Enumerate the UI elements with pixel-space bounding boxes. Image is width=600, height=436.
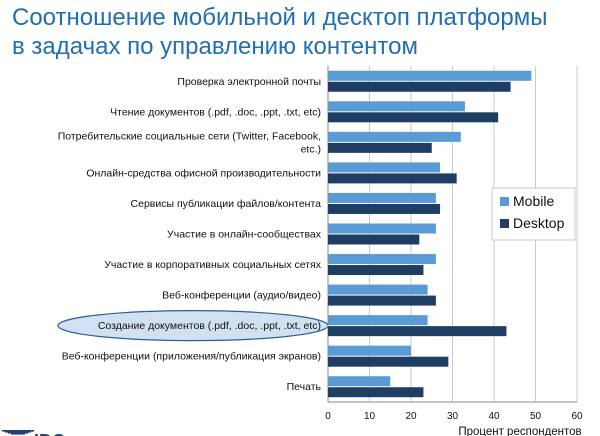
legend-swatch-desktop [500,219,509,228]
x-tick-label-2: 20 [405,411,417,422]
x-tick-label-1: 10 [364,411,376,422]
bar-mobile-4 [328,192,436,203]
idc-logo: IDC [2,430,65,436]
category-label-7: Веб-конференции (аудио/видео) [162,290,321,302]
x-tick-label-0: 0 [325,411,331,422]
x-tick-label-3: 30 [447,411,459,422]
logo-stripe-0 [2,430,34,432]
category-label-2-line-1: etc.) [301,143,321,155]
bar-mobile-9 [328,345,411,356]
category-label-5: Участие в онлайн-сообществах [167,229,322,241]
logo-stripe-3 [11,433,25,435]
bar-mobile-6 [328,254,436,265]
x-tick-label-5: 50 [530,411,542,422]
bar-mobile-7 [328,284,428,295]
bar-desktop-0 [328,81,511,92]
bar-mobile-3 [328,162,441,173]
x-tick-label-6: 60 [571,411,583,422]
logo-stripe-2 [8,432,28,434]
logo-text: IDC [34,431,65,436]
bar-desktop-2 [328,142,432,153]
bar-desktop-7 [328,295,436,306]
category-label-1: Чтение документов (.pdf, .doc, .ppt, .tx… [110,106,321,118]
slide-title-line-1: Соотношение мобильной и десктоп платформ… [12,4,548,31]
logo-stripe-1 [5,431,31,433]
category-label-2-line-0: Потребительские социальные сети (Twitter… [58,130,321,142]
bar-mobile-1 [328,101,465,112]
legend-label-mobile: Mobile [513,193,554,209]
bar-desktop-4 [328,203,441,214]
bar-mobile-8 [328,315,428,326]
bar-desktop-1 [328,112,499,123]
bar-mobile-10 [328,376,391,387]
bar-desktop-6 [328,265,424,276]
bar-desktop-9 [328,356,449,367]
legend-swatch-mobile [500,197,509,206]
x-axis-title: Процент респондентов [458,426,581,436]
x-tick-label-4: 40 [488,411,500,422]
legend-box [491,187,576,241]
category-label-10: Печать [287,381,322,393]
bar-mobile-2 [328,131,461,142]
category-label-3: Онлайн-средства офисной производительнос… [86,167,321,179]
category-label-4: Сервисы публикации файлов/контента [131,198,322,210]
category-label-9: Веб-конференции (приложения/публикация э… [62,351,321,363]
legend-label-desktop: Desktop [513,215,565,231]
legend: Mobile Desktop [491,187,576,241]
bar-desktop-10 [328,387,424,398]
bar-mobile-0 [328,70,532,81]
category-label-6: Участие в корпоративных социальных сетях [104,259,322,271]
bar-mobile-5 [328,223,436,234]
slide-title: Соотношение мобильной и десктоп платформ… [12,3,592,61]
bar-desktop-8 [328,326,507,337]
category-label-0: Проверка электронной почты [177,76,321,88]
category-label-8: Создание документов (.pdf, .doc, .ppt, .… [98,320,321,332]
slide-title-line-2: в задачах по управлению контентом [12,33,418,60]
bar-desktop-5 [328,234,420,245]
bar-desktop-3 [328,173,457,184]
